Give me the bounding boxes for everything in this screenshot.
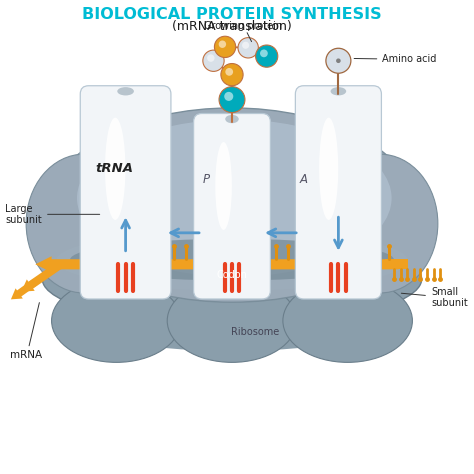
- Circle shape: [203, 50, 224, 72]
- FancyBboxPatch shape: [80, 86, 171, 299]
- Circle shape: [207, 55, 215, 62]
- Circle shape: [238, 37, 258, 58]
- FancyBboxPatch shape: [295, 86, 382, 299]
- Ellipse shape: [215, 142, 232, 230]
- Ellipse shape: [322, 154, 438, 293]
- Circle shape: [224, 92, 233, 101]
- FancyArrow shape: [11, 279, 37, 300]
- Ellipse shape: [105, 118, 126, 220]
- Circle shape: [336, 58, 341, 63]
- Text: (mRNA translation): (mRNA translation): [172, 20, 292, 34]
- Circle shape: [221, 64, 243, 86]
- Ellipse shape: [319, 118, 338, 220]
- Circle shape: [214, 36, 236, 57]
- Text: P: P: [203, 173, 210, 186]
- Text: Small
subunit: Small subunit: [401, 287, 468, 309]
- Ellipse shape: [58, 282, 405, 351]
- Ellipse shape: [167, 279, 297, 362]
- Ellipse shape: [52, 108, 412, 302]
- Text: BIOLOGICAL PROTEIN SYNTHESIS: BIOLOGICAL PROTEIN SYNTHESIS: [82, 7, 382, 22]
- Circle shape: [219, 87, 245, 112]
- Ellipse shape: [283, 279, 412, 362]
- Circle shape: [255, 45, 278, 67]
- FancyBboxPatch shape: [193, 113, 270, 299]
- Text: Growing protein: Growing protein: [204, 21, 283, 31]
- Ellipse shape: [306, 164, 371, 293]
- Ellipse shape: [77, 119, 392, 277]
- Text: Large
subunit: Large subunit: [5, 203, 100, 225]
- FancyArrow shape: [384, 259, 408, 269]
- Text: A: A: [300, 173, 308, 186]
- Ellipse shape: [26, 154, 142, 293]
- Text: Codon: Codon: [217, 270, 247, 281]
- Ellipse shape: [42, 233, 422, 325]
- Ellipse shape: [56, 230, 408, 291]
- Ellipse shape: [52, 279, 181, 362]
- FancyArrow shape: [36, 256, 399, 273]
- Circle shape: [225, 68, 233, 76]
- Text: mRNA: mRNA: [10, 350, 42, 360]
- FancyArrow shape: [21, 261, 63, 292]
- Circle shape: [326, 48, 351, 73]
- Circle shape: [219, 40, 226, 48]
- Circle shape: [260, 49, 268, 57]
- Circle shape: [242, 42, 249, 49]
- Ellipse shape: [202, 177, 262, 298]
- Text: Ribosome: Ribosome: [231, 328, 279, 337]
- Ellipse shape: [70, 239, 394, 281]
- Ellipse shape: [225, 115, 239, 123]
- Ellipse shape: [93, 164, 158, 293]
- Text: Amino acid: Amino acid: [354, 55, 437, 64]
- Ellipse shape: [117, 87, 134, 95]
- Text: tRNA: tRNA: [95, 162, 133, 174]
- Ellipse shape: [330, 87, 346, 95]
